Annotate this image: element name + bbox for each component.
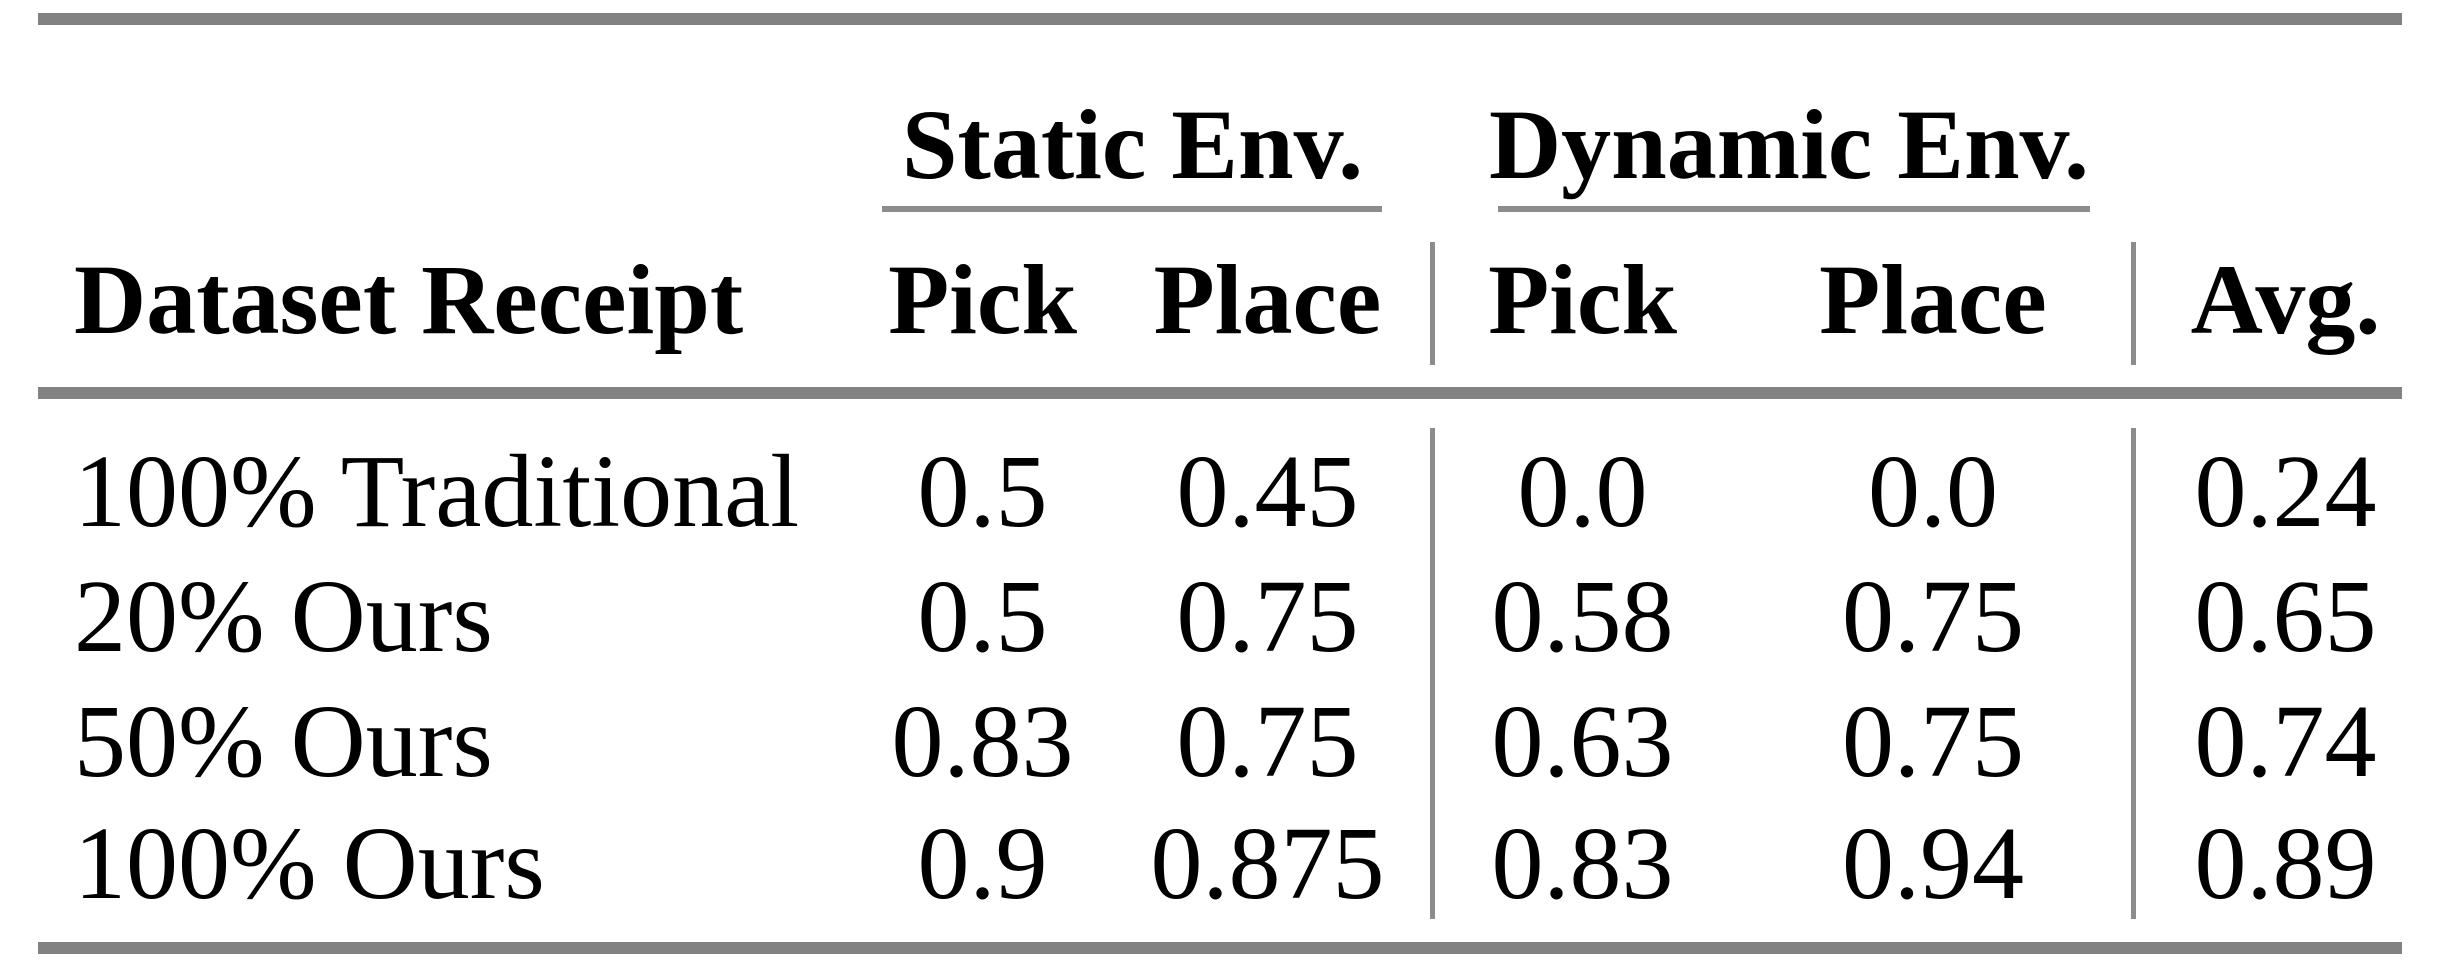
cell-row-label: 50% Ours — [74, 684, 493, 799]
cell-avg: 0.24 — [2194, 434, 2377, 549]
cell-avg: 0.89 — [2194, 806, 2377, 921]
cell-dynamic-place: 0.94 — [1842, 806, 2024, 921]
bottom-rule — [38, 942, 2402, 954]
cell-static-place: 0.75 — [1176, 559, 1359, 674]
header-dynamic-pick: Pick — [1488, 244, 1677, 355]
column-group-dynamic-env: Dynamic Env. — [1488, 89, 2090, 200]
cell-avg: 0.65 — [2194, 559, 2377, 674]
cell-static-place: 0.45 — [1176, 434, 1359, 549]
header-dynamic-place: Place — [1819, 244, 2047, 355]
cell-static-pick: 0.5 — [917, 559, 1048, 674]
table-row: 20% Ours 0.5 0.75 0.58 0.75 0.65 — [0, 552, 2440, 682]
header-static-place: Place — [1153, 244, 1382, 355]
cell-row-label: 100% Traditional — [74, 434, 800, 549]
vertical-rule-static-dynamic — [1430, 242, 1435, 365]
top-rule — [38, 13, 2402, 25]
static-env-cmidrule — [882, 206, 1382, 212]
cell-dynamic-place: 0.75 — [1842, 684, 2024, 799]
cell-dynamic-pick: 0.58 — [1491, 559, 1674, 674]
cell-static-pick: 0.5 — [917, 434, 1048, 549]
cell-dynamic-place: 0.0 — [1868, 434, 1998, 549]
header-dataset-receipt: Dataset Receipt — [74, 244, 744, 355]
header-avg: Avg. — [2190, 244, 2381, 355]
cell-avg: 0.74 — [2194, 684, 2377, 799]
cell-dynamic-pick: 0.83 — [1491, 806, 1674, 921]
vertical-rule-dynamic-avg — [2131, 428, 2136, 919]
table-header-row: Dataset Receipt Pick Place Pick Place Av… — [0, 235, 2440, 365]
vertical-rule-static-dynamic — [1430, 428, 1435, 919]
table-row: 100% Traditional 0.5 0.45 0.0 0.0 0.24 — [0, 427, 2440, 557]
header-static-pick: Pick — [888, 244, 1077, 355]
mid-rule — [38, 387, 2402, 399]
column-group-static-env: Static Env. — [901, 89, 1364, 200]
cell-dynamic-pick: 0.0 — [1517, 434, 1648, 549]
cell-static-place: 0.875 — [1150, 806, 1385, 921]
table-row: 50% Ours 0.83 0.75 0.63 0.75 0.74 — [0, 677, 2440, 807]
cell-dynamic-place: 0.75 — [1842, 559, 2024, 674]
cell-row-label: 20% Ours — [74, 559, 493, 674]
cell-row-label: 100% Ours — [74, 806, 545, 921]
vertical-rule-dynamic-avg — [2131, 242, 2136, 365]
cell-static-pick: 0.9 — [917, 806, 1048, 921]
table-row: 100% Ours 0.9 0.875 0.83 0.94 0.89 — [0, 799, 2440, 929]
cell-static-pick: 0.83 — [891, 684, 1074, 799]
cell-static-place: 0.75 — [1176, 684, 1359, 799]
dynamic-env-cmidrule — [1498, 206, 2090, 212]
cell-dynamic-pick: 0.63 — [1491, 684, 1674, 799]
